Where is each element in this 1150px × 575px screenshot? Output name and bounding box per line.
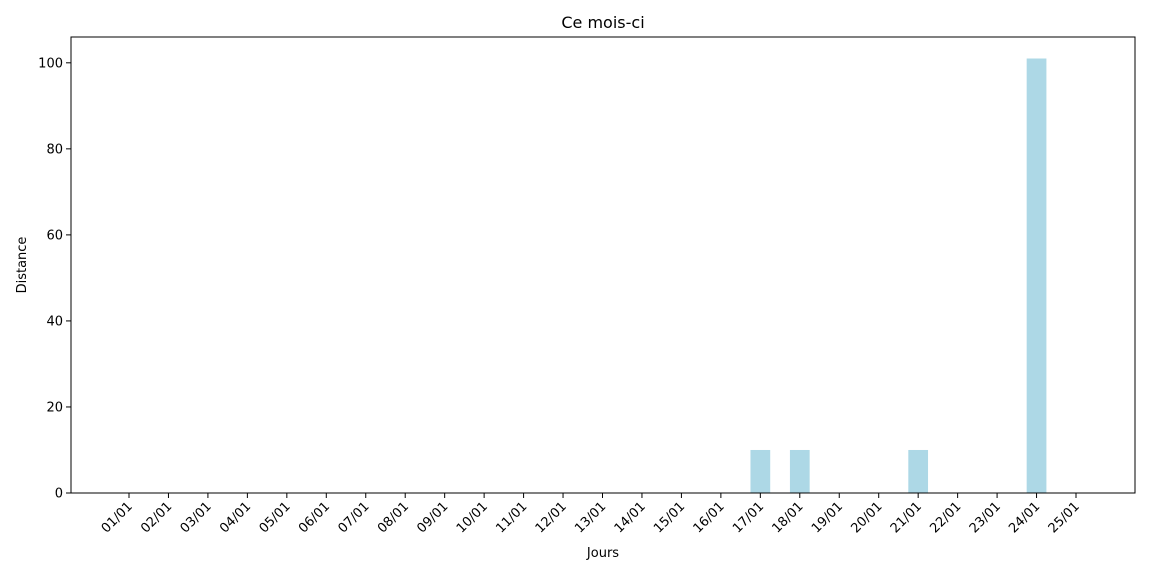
- plot-frame: [70, 36, 1136, 494]
- y-tick-label: 60: [46, 228, 63, 243]
- x-tick-label: 16/01: [691, 499, 728, 536]
- x-tick-label: 10/01: [454, 499, 491, 536]
- x-tick-label: 11/01: [493, 499, 530, 536]
- bar-18-01: [789, 449, 810, 493]
- y-tick-label: 100: [38, 56, 63, 71]
- x-tick-label: 05/01: [257, 499, 294, 536]
- x-tick-label: 15/01: [651, 499, 688, 536]
- x-tick-label: 23/01: [967, 499, 1004, 536]
- x-tick-label: 12/01: [533, 499, 570, 536]
- x-tick-label: 04/01: [217, 499, 254, 536]
- x-tick-label: 06/01: [296, 499, 333, 536]
- x-tick-label: 17/01: [730, 499, 767, 536]
- x-tick-label: 18/01: [770, 499, 807, 536]
- y-tick-label: 80: [46, 142, 63, 157]
- y-axis-label: Distance: [15, 237, 30, 294]
- x-tick-label: 07/01: [335, 499, 372, 536]
- x-tick-label: 24/01: [1006, 499, 1043, 536]
- x-tick-label: 08/01: [375, 499, 412, 536]
- x-tick-label: 20/01: [848, 499, 885, 536]
- y-tick-label: 40: [46, 314, 63, 329]
- x-axis-label: Jours: [586, 546, 619, 561]
- x-tick-label: 21/01: [888, 499, 925, 536]
- bar-17-01: [750, 449, 771, 493]
- bar-21-01: [908, 449, 929, 493]
- x-tick-label: 02/01: [138, 499, 175, 536]
- y-tick-label: 20: [46, 400, 63, 415]
- x-tick-label: 25/01: [1046, 499, 1083, 536]
- x-tick-label: 09/01: [414, 499, 451, 536]
- bars-layer: [750, 58, 1047, 493]
- bar-24-01: [1026, 58, 1047, 493]
- x-tick-label: 19/01: [809, 499, 846, 536]
- x-tick-label: 22/01: [927, 499, 964, 536]
- x-tick-label: 01/01: [99, 499, 136, 536]
- x-tick-label: 13/01: [572, 499, 609, 536]
- y-axis: 0 20 40 60 80 100: [38, 56, 71, 502]
- x-tick-label: 14/01: [612, 499, 649, 536]
- x-axis: 01/01 02/01 03/01 04/01 05/01 06/01 07/01 08/01…: [99, 493, 1083, 536]
- x-tick-label: 03/01: [178, 499, 215, 536]
- chart-title: Ce mois-ci: [561, 13, 644, 32]
- y-tick-label: 0: [55, 487, 63, 502]
